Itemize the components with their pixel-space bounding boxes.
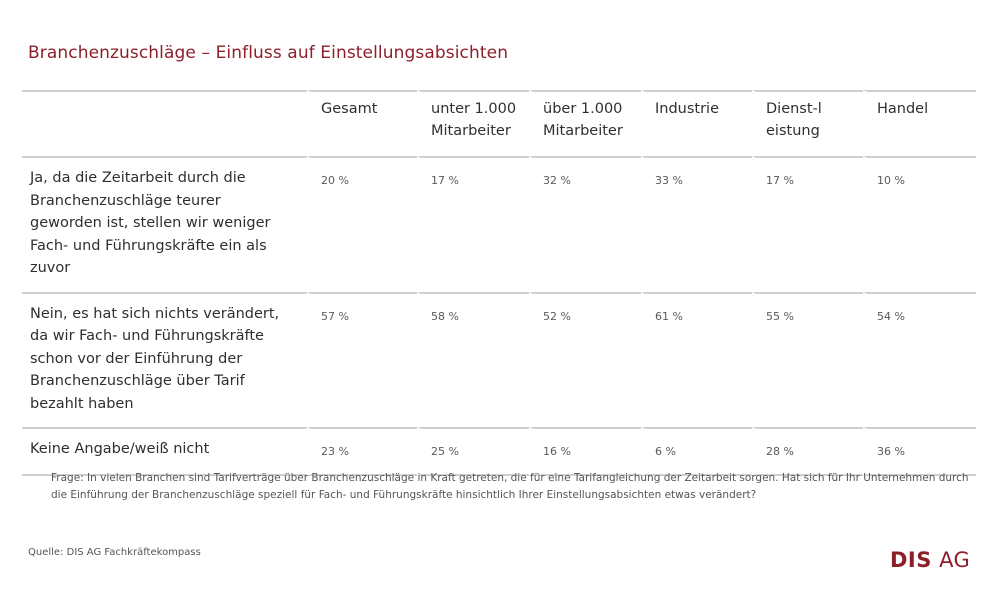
column-header-text: über 1.000 Mitarbeiter — [543, 101, 623, 139]
dis-ag-logo: DIS AG — [890, 548, 970, 572]
table-cell: 32 % — [529, 156, 641, 292]
table-cell: 20 % — [307, 156, 417, 292]
table-row: Nein, es hat sich nichts verändert, da w… — [22, 291, 976, 428]
column-header: Dienst-leistung — [752, 90, 863, 156]
column-header: über 1.000 Mitarbeiter — [529, 90, 641, 156]
table-cell: 52 % — [529, 291, 641, 427]
table-cell: 58 % — [417, 291, 529, 427]
column-header: Industrie — [641, 90, 752, 156]
table-cell: 25 % — [417, 427, 529, 476]
data-table: Gesamt unter 1.000 Mitarbeiter über 1.00… — [22, 90, 976, 476]
row-label: Nein, es hat sich nichts verändert, da w… — [22, 291, 307, 428]
column-header: Handel — [863, 90, 976, 156]
chart-title: Branchenzuschläge – Einfluss auf Einstel… — [28, 43, 509, 63]
table-cell: 23 % — [307, 427, 417, 476]
question-footnote: Frage: In vielen Branchen sind Tarifvert… — [51, 472, 969, 501]
column-header: unter 1.000 Mitarbeiter — [417, 90, 529, 156]
table-row: Keine Angabe/weiß nicht 23 % 25 % 16 % 6… — [22, 427, 976, 476]
column-header-text: unter 1.000 Mitarbeiter — [431, 101, 517, 139]
logo-text-ag: AG — [939, 548, 971, 572]
table-row: Ja, da die Zeitarbeit durch die Branchen… — [22, 156, 976, 292]
table-cell: 36 % — [863, 427, 976, 476]
table-cell: 17 % — [752, 156, 863, 292]
table-cell: 54 % — [863, 291, 976, 427]
table-cell: 17 % — [417, 156, 529, 292]
row-label: Keine Angabe/weiß nicht — [22, 427, 307, 476]
row-label: Ja, da die Zeitarbeit durch die Branchen… — [22, 156, 307, 292]
column-header-text: Dienst-leistung — [766, 101, 822, 139]
table-cell: 57 % — [307, 291, 417, 427]
table-cell: 55 % — [752, 291, 863, 427]
table-cell: 6 % — [641, 427, 752, 476]
data-table-container: Gesamt unter 1.000 Mitarbeiter über 1.00… — [22, 90, 976, 476]
table-cell: 33 % — [641, 156, 752, 292]
table-cell: 61 % — [641, 291, 752, 427]
source-note: Quelle: DIS AG Fachkräftekompass — [28, 547, 201, 558]
table-cell: 16 % — [529, 427, 641, 476]
table-cell: 28 % — [752, 427, 863, 476]
logo-text-dis: DIS — [890, 548, 932, 572]
column-header: Gesamt — [307, 90, 417, 156]
table-cell: 10 % — [863, 156, 976, 292]
header-corner — [22, 90, 307, 156]
header-row: Gesamt unter 1.000 Mitarbeiter über 1.00… — [22, 90, 976, 156]
